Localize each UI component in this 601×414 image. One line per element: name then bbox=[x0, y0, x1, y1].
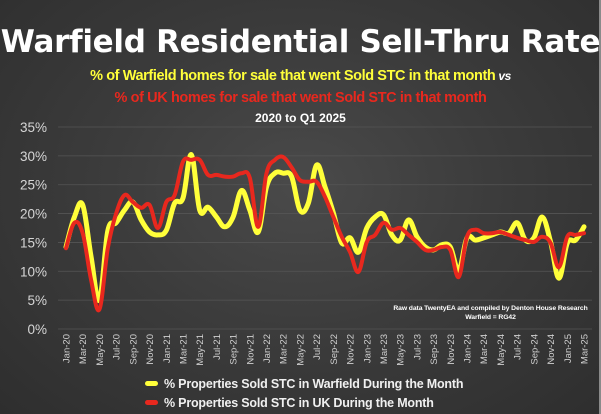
y-tick-label: 0% bbox=[27, 322, 47, 337]
x-tick-label: Mar-20 bbox=[78, 334, 89, 364]
x-tick-label: Jan-25 bbox=[563, 334, 574, 363]
x-tick-label: Jul-22 bbox=[312, 334, 323, 360]
gridlines bbox=[58, 126, 592, 330]
subtitle-vs: vs bbox=[498, 69, 511, 83]
legend-swatch-warfield bbox=[145, 381, 158, 386]
legend-item-uk: % Properties Sold STC in UK During the M… bbox=[145, 393, 463, 412]
legend-label-uk: % Properties Sold STC in UK During the M… bbox=[164, 395, 434, 410]
x-tick-label: Sep-21 bbox=[229, 334, 240, 365]
x-tick-label: Nov-21 bbox=[245, 334, 256, 365]
subtitle-uk: % of UK homes for sale that went Sold ST… bbox=[114, 90, 487, 106]
x-tick-label: May-20 bbox=[95, 334, 106, 366]
x-tick-label: Sep-24 bbox=[529, 334, 540, 365]
y-tick-label: 25% bbox=[20, 178, 47, 193]
x-tick-label: Jan-22 bbox=[262, 334, 273, 363]
y-axis-ticks: 0% 5% 10% 15% 20% 25% 30% 35% bbox=[20, 120, 47, 337]
x-tick-label: Mar-23 bbox=[379, 334, 390, 364]
y-tick-label: 20% bbox=[20, 207, 47, 222]
x-tick-label: Jan-21 bbox=[162, 334, 173, 363]
x-tick-label: Jul-21 bbox=[212, 334, 223, 360]
x-tick-label: Jul-24 bbox=[513, 334, 524, 360]
subtitle-warfield-text: % of Warfield homes for sale that went S… bbox=[90, 68, 496, 84]
y-tick-label: 30% bbox=[20, 149, 47, 164]
x-tick-label: May-22 bbox=[295, 334, 306, 366]
x-tick-label: Nov-23 bbox=[446, 334, 457, 365]
legend-swatch-uk bbox=[145, 400, 158, 405]
x-axis-ticks: Jan-20 Mar-20 May-20 Jul-20 Sep-20 Nov-20 Jan-… bbox=[62, 334, 591, 366]
x-tick-label: Jan-24 bbox=[463, 334, 474, 363]
subtitle-period: 2020 to Q1 2025 bbox=[255, 111, 346, 125]
x-tick-label: Nov-20 bbox=[145, 334, 156, 365]
x-tick-label: Jan-20 bbox=[62, 334, 73, 363]
x-tick-label: May-24 bbox=[496, 334, 507, 366]
x-tick-label: Sep-23 bbox=[429, 334, 440, 365]
x-tick-label: Mar-24 bbox=[479, 334, 490, 364]
x-tick-label: May-23 bbox=[396, 334, 407, 366]
chart-title: Warfield Residential Sell-Thru Rate bbox=[0, 24, 601, 60]
series-lines bbox=[63, 152, 587, 313]
x-tick-label: Mar-21 bbox=[178, 334, 189, 364]
y-tick-label: 5% bbox=[27, 293, 47, 308]
x-tick-label: Jul-20 bbox=[112, 334, 123, 360]
x-tick-label: Jul-23 bbox=[412, 334, 423, 360]
x-tick-label: Nov-24 bbox=[546, 334, 557, 365]
x-tick-label: Jan-23 bbox=[362, 334, 373, 363]
y-tick-label: 35% bbox=[20, 120, 47, 135]
chart-legend: % Properties Sold STC in Warfield During… bbox=[145, 374, 463, 412]
subtitle-warfield: % of Warfield homes for sale that went S… bbox=[0, 68, 601, 84]
x-tick-label: Nov-22 bbox=[346, 334, 357, 365]
x-tick-label: May-21 bbox=[195, 334, 206, 366]
x-tick-label: Sep-20 bbox=[128, 334, 139, 365]
series-line-uk bbox=[64, 154, 586, 313]
source-note-line2: Warfield = RG42 bbox=[465, 314, 516, 321]
source-note-line1: Raw data TwentyEA and compiled by Denton… bbox=[393, 305, 588, 312]
y-tick-label: 10% bbox=[20, 264, 47, 279]
x-tick-label: Mar-25 bbox=[580, 334, 591, 364]
x-tick-label: Sep-22 bbox=[329, 334, 340, 365]
legend-item-warfield: % Properties Sold STC in Warfield During… bbox=[145, 374, 463, 393]
y-tick-label: 15% bbox=[20, 235, 47, 250]
series-line-warfield bbox=[63, 152, 587, 303]
x-tick-label: Mar-22 bbox=[279, 334, 290, 364]
legend-label-warfield: % Properties Sold STC in Warfield During… bbox=[164, 376, 464, 391]
